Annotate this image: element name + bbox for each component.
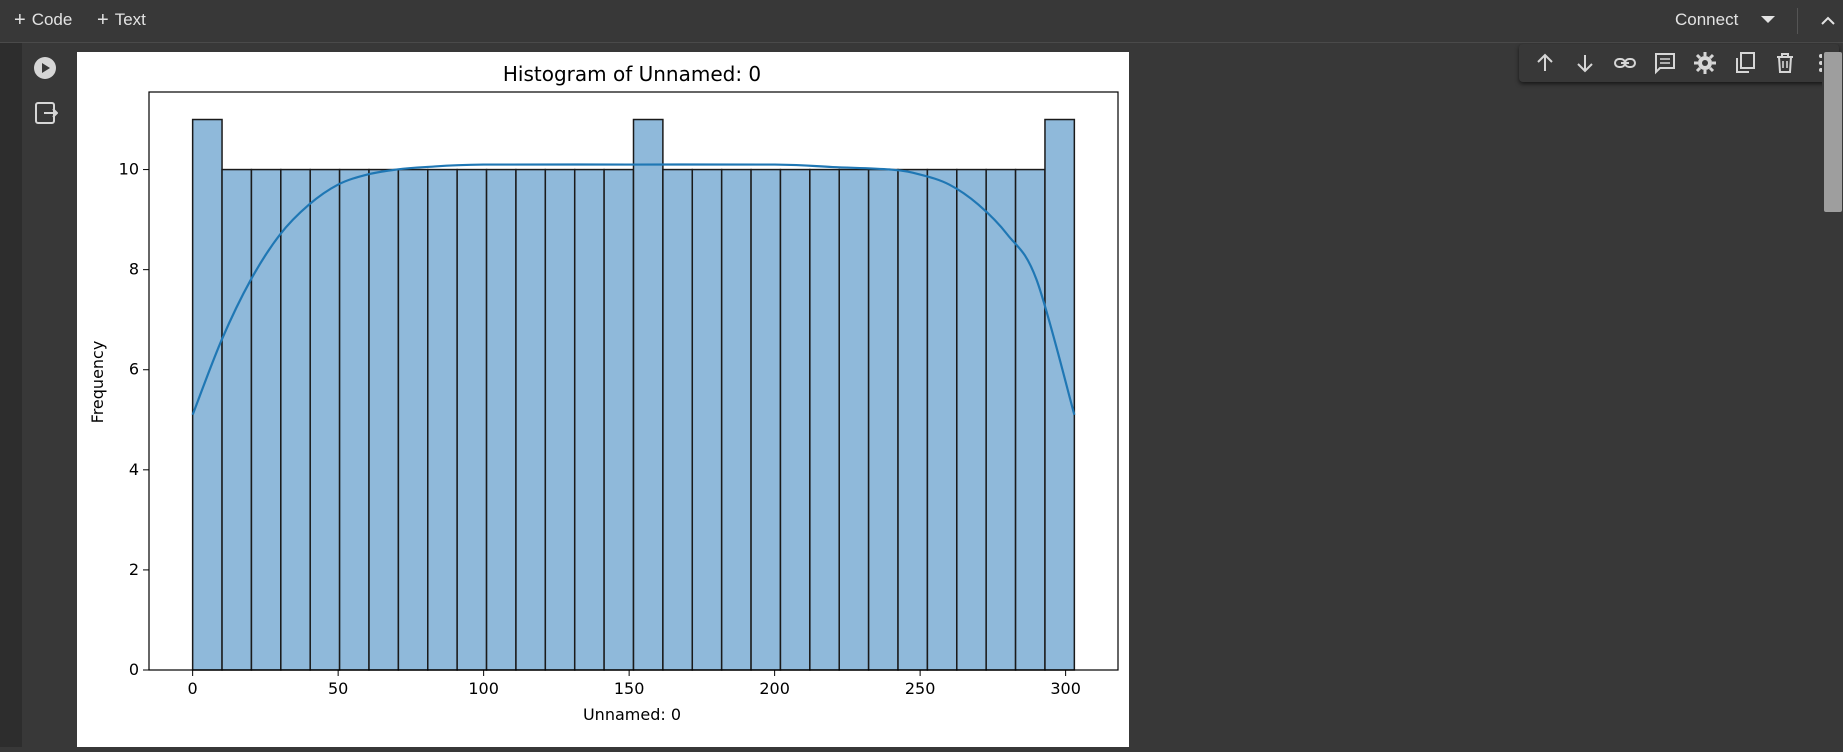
add-comment-button[interactable] [1653, 51, 1677, 75]
histogram-bar [779, 168, 811, 671]
histogram-bar [221, 168, 253, 671]
connect-dropdown-button[interactable] [1760, 6, 1776, 34]
histogram-bar [662, 168, 694, 671]
plus-icon: + [97, 9, 109, 31]
histogram-bar [1014, 168, 1046, 671]
chart-title: Histogram of Unnamed: 0 [503, 62, 761, 86]
histogram-bar [280, 168, 311, 671]
notebook-toolbar: + Code + Text Connect [0, 0, 1843, 43]
x-tick-label: 100 [468, 679, 499, 698]
histogram-bar [309, 168, 341, 671]
chevron-up-icon [1821, 16, 1835, 25]
histogram-bar [485, 168, 517, 671]
histogram-bar [427, 168, 458, 671]
y-tick-label: 0 [129, 660, 139, 679]
x-tick-label: 150 [614, 679, 645, 698]
mirror-cell-icon [1736, 52, 1755, 73]
cell-toolbar [1519, 44, 1839, 82]
histogram-bar [544, 168, 576, 671]
histogram-bar [956, 168, 987, 671]
caret-down-icon [1761, 16, 1775, 23]
trash-icon [1777, 53, 1793, 73]
y-tick-label: 6 [129, 360, 139, 379]
connect-button[interactable]: Connect [1675, 6, 1738, 34]
kde-curve [191, 163, 1076, 416]
output-actions-button[interactable] [34, 101, 59, 130]
x-tick-label: 50 [328, 679, 348, 698]
histogram-bar [603, 168, 635, 671]
delete-cell-button[interactable] [1773, 51, 1797, 75]
x-tick-label: 0 [188, 679, 198, 698]
cell-output: Histogram of Unnamed: 0 Unnamed: 0 Frequ… [77, 52, 1129, 747]
cell-gutter [22, 43, 78, 747]
cell-settings-button[interactable] [1693, 51, 1717, 75]
histogram-bar [250, 168, 282, 671]
collapse-header-button[interactable] [1820, 6, 1836, 34]
link-icon [1614, 58, 1636, 68]
toolbar-divider [1797, 8, 1798, 34]
run-cell-button[interactable] [33, 56, 57, 85]
y-tick-label: 8 [129, 260, 139, 279]
add-code-button[interactable]: + Code [14, 6, 72, 34]
histogram-bar [338, 168, 370, 671]
x-tick-label: 300 [1050, 679, 1081, 698]
left-rail [0, 43, 22, 747]
comment-icon [1655, 53, 1675, 75]
arrow-down-icon [1577, 55, 1593, 73]
histogram-bar [985, 168, 1017, 671]
histogram-bar [691, 168, 723, 671]
histogram-bar [809, 168, 840, 671]
x-axis-label: Unnamed: 0 [583, 705, 681, 724]
histogram-bar [573, 168, 605, 671]
add-code-label: Code [31, 10, 73, 29]
histogram-bar [867, 168, 899, 671]
histogram-bar [191, 118, 223, 671]
scrollbar-thumb[interactable] [1824, 52, 1842, 212]
play-circle-icon [34, 57, 56, 79]
y-tick-label: 10 [119, 160, 139, 179]
add-text-button[interactable]: + Text [97, 6, 146, 34]
mirror-cell-button[interactable] [1733, 51, 1757, 75]
histogram-bar [750, 168, 782, 671]
x-tick-label: 200 [759, 679, 790, 698]
histogram-bar [632, 118, 664, 671]
histogram-chart: Histogram of Unnamed: 0 Unnamed: 0 Frequ… [88, 62, 1119, 724]
copy-link-button[interactable] [1613, 51, 1637, 75]
plus-icon: + [14, 9, 26, 31]
y-tick-label: 4 [129, 460, 139, 479]
histogram-bar [720, 168, 752, 671]
move-up-button[interactable] [1533, 51, 1557, 75]
output-exit-icon [35, 102, 59, 124]
gear-icon [1694, 52, 1716, 74]
connect-label: Connect [1675, 10, 1739, 29]
histogram-bar [397, 168, 429, 671]
y-axis-label: Frequency [88, 341, 107, 424]
histogram-bar [368, 168, 400, 671]
add-text-label: Text [114, 10, 146, 29]
scrollbar-track[interactable] [1822, 52, 1843, 747]
histogram-bar [515, 168, 547, 671]
axis-ticks: 0 50 100 150 200 250 300 0 2 4 6 8 10 [119, 160, 1081, 698]
histogram-bar [897, 168, 929, 671]
histogram-bar [456, 168, 488, 671]
histogram-bar [926, 168, 958, 671]
bars [191, 118, 1076, 671]
histogram-bar [838, 168, 870, 671]
y-tick-label: 2 [129, 560, 139, 579]
arrow-up-icon [1537, 53, 1553, 71]
plot-frame [148, 91, 1119, 671]
x-tick-label: 250 [905, 679, 936, 698]
move-down-button[interactable] [1573, 51, 1597, 75]
